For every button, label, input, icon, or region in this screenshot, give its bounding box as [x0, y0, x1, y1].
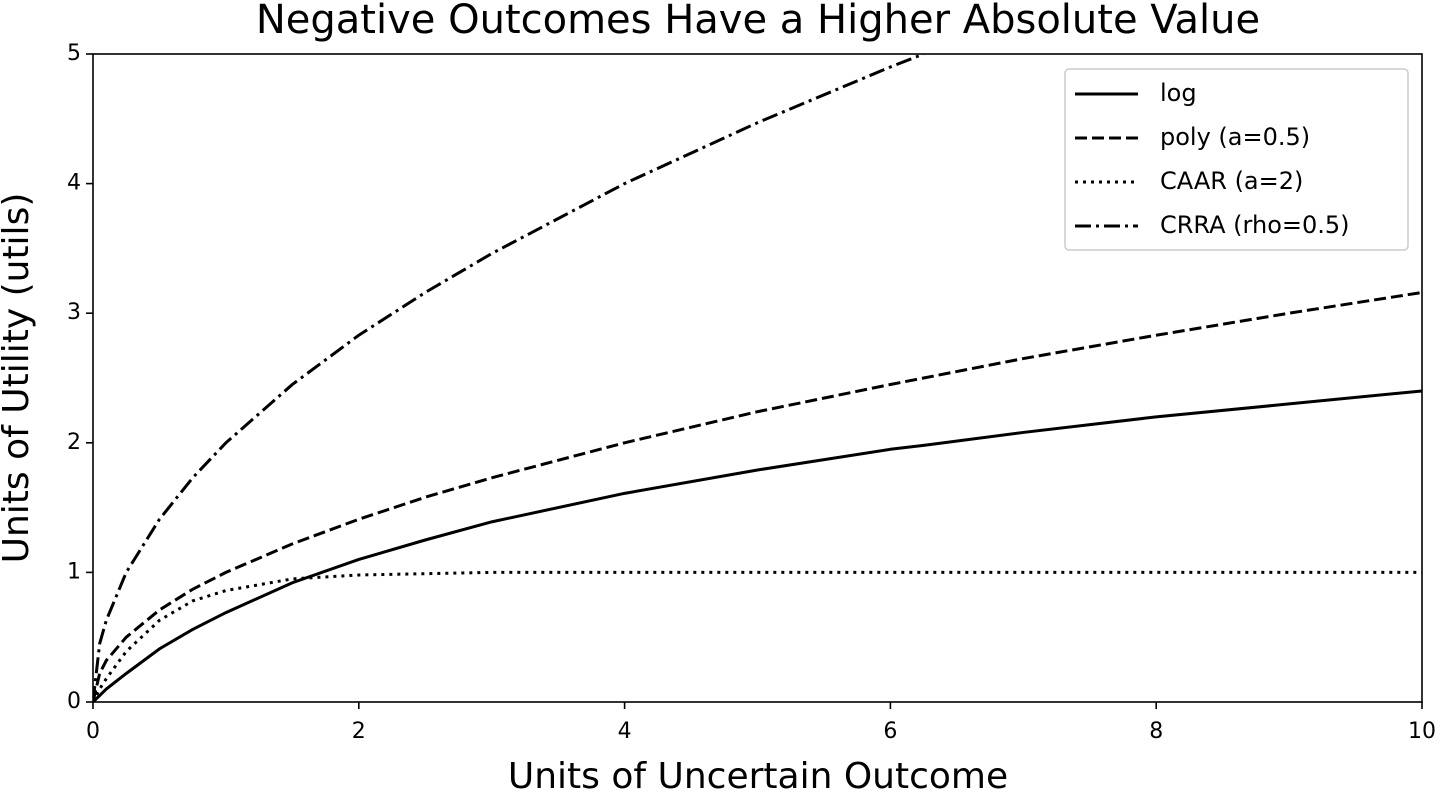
- legend-label: CRRA (rho=0.5): [1160, 211, 1350, 239]
- y-tick-label: 4: [67, 171, 81, 196]
- y-axis-label: Units of Utility (utils): [0, 193, 37, 564]
- chart-title: Negative Outcomes Have a Higher Absolute…: [256, 0, 1260, 43]
- x-tick-label: 6: [883, 719, 897, 744]
- y-tick-label: 3: [67, 300, 81, 325]
- line-series: [93, 54, 925, 702]
- x-axis-label: Units of Uncertain Outcome: [508, 756, 1008, 796]
- plot-area: [93, 54, 1422, 702]
- legend: log poly (a=0.5) CAAR (a=2) CRRA (rho=0.5): [1064, 68, 1409, 251]
- legend-label: CAAR (a=2): [1160, 167, 1303, 195]
- y-tick-label: 5: [67, 41, 81, 66]
- legend-box: [1064, 68, 1409, 251]
- x-tick-label: 0: [86, 719, 100, 744]
- line-series: [93, 389, 1422, 702]
- line-series: [93, 290, 1422, 702]
- axes-frame: [92, 53, 1423, 703]
- x-tick-label: 4: [618, 719, 632, 744]
- x-tick-label: 8: [1149, 719, 1163, 744]
- y-tick-label: 2: [67, 430, 81, 455]
- line-series: [93, 570, 1422, 702]
- x-tick-label: 2: [352, 719, 366, 744]
- x-tick-label: 10: [1408, 719, 1436, 744]
- legend-label: log: [1160, 79, 1197, 107]
- y-tick-label: 0: [67, 689, 81, 714]
- legend-label: poly (a=0.5): [1160, 123, 1310, 151]
- y-tick-label: 1: [67, 559, 81, 584]
